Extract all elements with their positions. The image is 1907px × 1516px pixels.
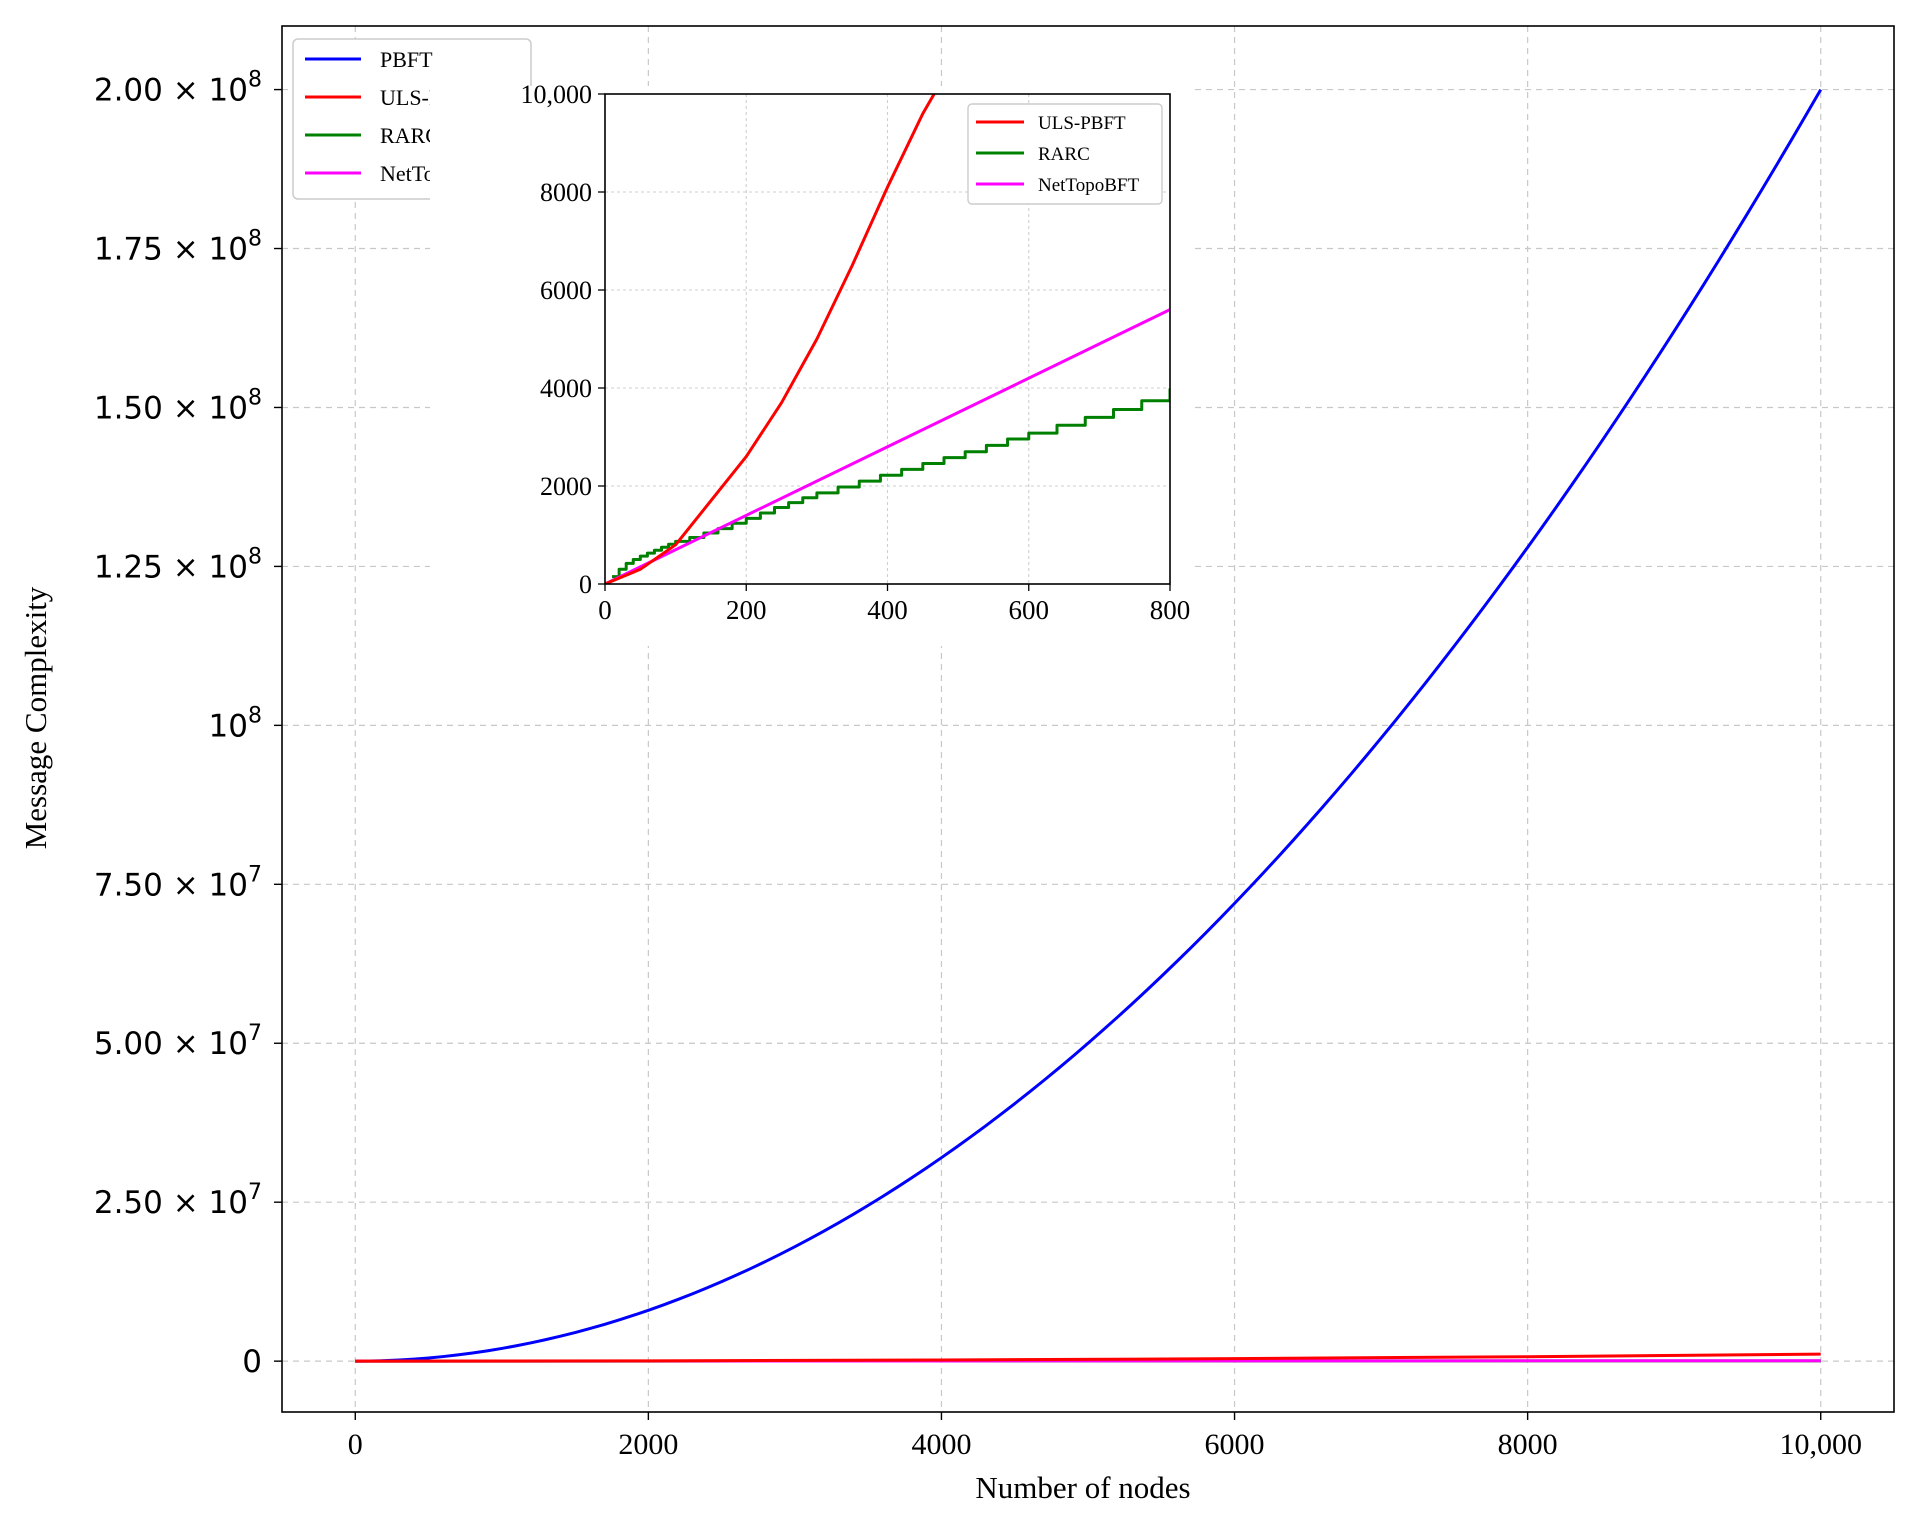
- inset-legend-label-rarc: RARC: [1038, 144, 1090, 165]
- inset-y-tick-label: 0: [579, 570, 592, 599]
- main-y-tick-label: 1.25 × 108: [94, 544, 262, 585]
- inset-y-tick-label: 10,000: [521, 80, 593, 109]
- inset-y-tick-label: 4000: [540, 374, 592, 403]
- inset-y-axis-ticks: 0 2000 4000 6000 8000 10,000: [521, 80, 605, 599]
- main-series-uls-pbft: [355, 1352, 1821, 1363]
- main-y-tick-label: 0: [242, 1344, 262, 1380]
- main-y-tick-label: 1.50 × 108: [94, 385, 262, 426]
- main-series-lines: [355, 88, 1823, 1363]
- main-plot-frame: [281, 25, 1895, 1413]
- main-series-pbft: [355, 88, 1823, 1363]
- main-x-tick-label: 2000: [618, 1428, 678, 1461]
- main-x-tick-label: 4000: [911, 1428, 971, 1461]
- inset-series-uls-pbft: [605, 94, 936, 584]
- main-x-tick-label: 8000: [1498, 1428, 1558, 1461]
- inset-y-tick-label: 8000: [540, 178, 592, 207]
- main-y-tick-label: 5.00 × 107: [94, 1021, 262, 1062]
- inset-chart: 0 200 400 600 800 0 2000 4000 6000 8000 10,000 UL…: [430, 80, 1190, 646]
- main-legend-entry-rarc: RARC: [305, 123, 440, 148]
- inset-legend-label-uls-pbft: ULS-PBFT: [1038, 113, 1126, 134]
- main-x-tick-label: 6000: [1205, 1428, 1265, 1461]
- main-y-axis-ticks: 0 2.50 × 107 5.00 × 107 7.50 × 107 108 1.25 ×…: [94, 68, 282, 1380]
- main-y-tick-label: 7.50 × 107: [94, 862, 262, 903]
- main-legend-entry-pbft: PBFT: [305, 47, 433, 72]
- inset-y-tick-label: 6000: [540, 276, 592, 305]
- main-x-axis-label: Number of nodes: [975, 1470, 1190, 1505]
- inset-series-nettopobft: [605, 308, 1170, 584]
- inset-legend-entry-rarc: RARC: [976, 144, 1090, 165]
- inset-y-tick-label: 2000: [540, 472, 592, 501]
- inset-legend-label-nettopobft: NetTopoBFT: [1038, 175, 1139, 196]
- inset-x-tick-label: 400: [867, 595, 908, 625]
- inset-legend-entry-uls-pbft: ULS-PBFT: [976, 113, 1126, 134]
- main-legend-label-pbft: PBFT: [380, 47, 433, 72]
- main-x-tick-label: 0: [348, 1428, 363, 1461]
- main-y-axis-label: Message Complexity: [18, 586, 53, 849]
- main-y-tick-label: 108: [209, 703, 262, 744]
- inset-series-lines: [605, 94, 1170, 584]
- main-legend-label-rarc: RARC: [380, 123, 440, 148]
- main-y-tick-label: 2.00 × 108: [94, 68, 262, 109]
- main-y-tick-label: 2.50 × 107: [94, 1180, 262, 1221]
- inset-x-tick-label: 800: [1150, 595, 1191, 625]
- inset-x-tick-label: 0: [598, 595, 612, 625]
- main-x-tick-label: 10,000: [1779, 1428, 1862, 1461]
- inset-x-tick-label: 600: [1009, 595, 1050, 625]
- main-y-tick-label: 1.75 × 108: [94, 227, 262, 268]
- inset-x-tick-label: 200: [726, 595, 767, 625]
- inset-legend-box: [967, 103, 1163, 205]
- inset-series-rarc: [612, 388, 1170, 579]
- main-x-axis-ticks: 0 2000 4000 6000 8000 10,000: [348, 1412, 1862, 1461]
- inset-legend-entry-nettopobft: NetTopoBFT: [976, 175, 1139, 196]
- inset-legend: ULS-PBFT RARC NetTopoBFT: [967, 103, 1163, 205]
- inset-x-axis-ticks: 0 200 400 600 800: [598, 584, 1190, 625]
